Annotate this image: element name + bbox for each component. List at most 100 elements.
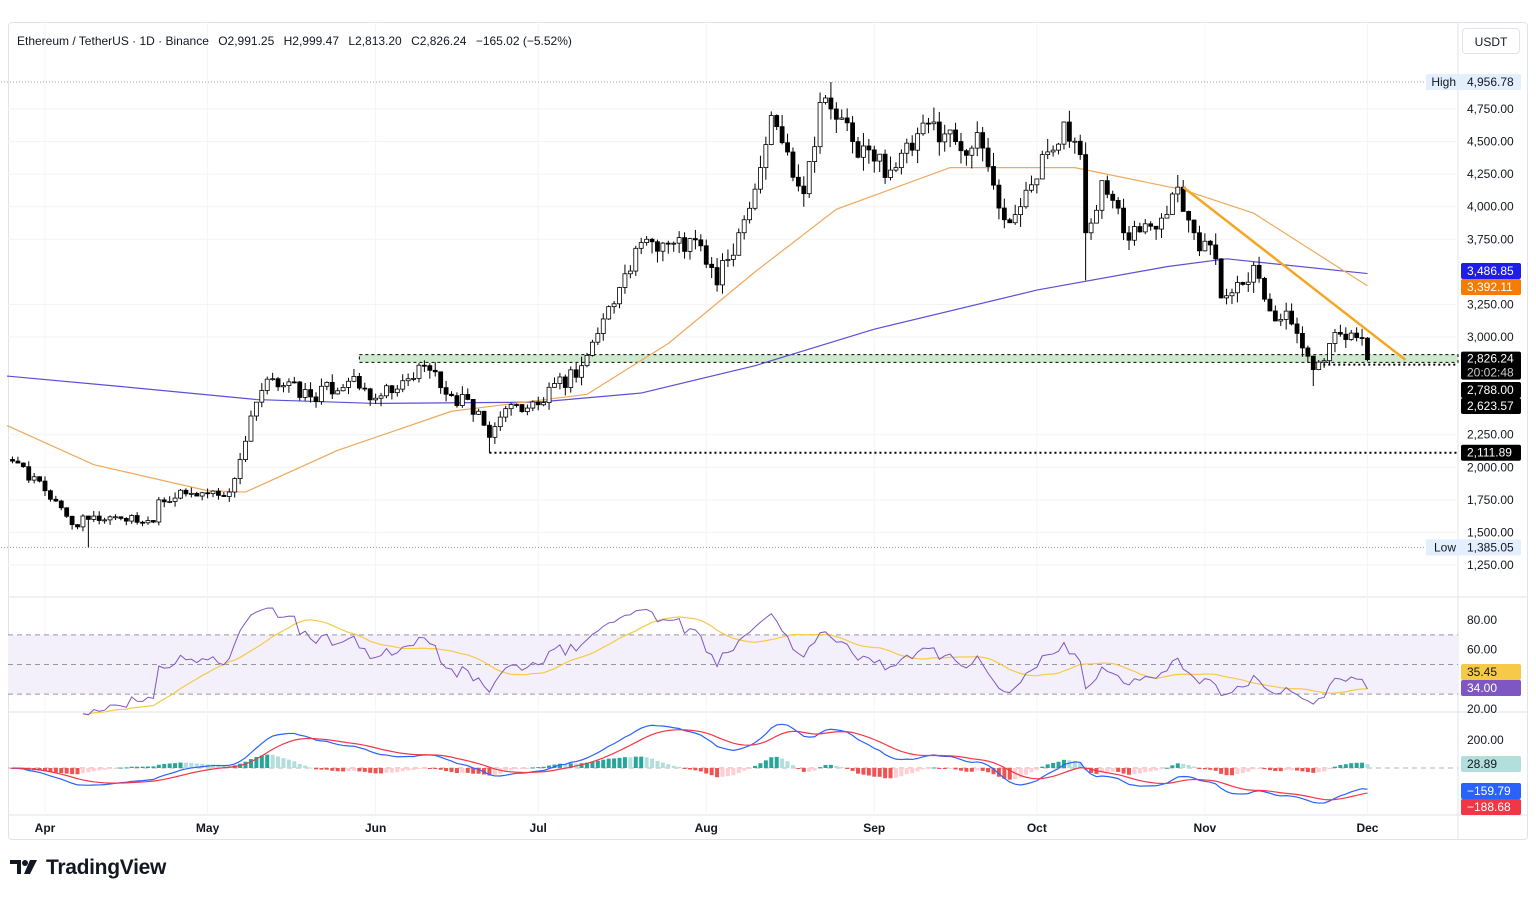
price-tick-label: 1,500.00 <box>1467 525 1514 539</box>
candle <box>465 394 471 400</box>
macd-histogram-bar <box>1284 768 1289 771</box>
macd-histogram-bar <box>1343 764 1348 768</box>
macd-histogram-bar <box>373 768 378 774</box>
macd-histogram-bar <box>655 760 660 768</box>
candle <box>113 516 118 519</box>
candle <box>600 318 606 334</box>
candle <box>1245 281 1251 285</box>
candle <box>58 500 64 509</box>
candle <box>1121 207 1126 234</box>
candle <box>752 188 758 209</box>
candle <box>449 393 454 397</box>
macd-histogram-bar <box>633 756 638 768</box>
price-badge: 4,956.78 <box>1467 75 1514 89</box>
candle <box>915 133 921 151</box>
macd-histogram-bar <box>243 761 248 768</box>
macd-histogram-bar <box>1360 762 1365 768</box>
candle <box>942 133 948 143</box>
candle <box>346 380 351 388</box>
candle <box>1180 186 1186 212</box>
time-tick-label: Jul <box>530 821 547 835</box>
macd-histogram-bar <box>1132 768 1137 775</box>
candle <box>660 242 666 252</box>
candle <box>188 492 194 495</box>
tradingview-logo[interactable]: TradingView <box>10 856 166 880</box>
candle <box>709 263 715 268</box>
macd-histogram-bar <box>460 768 465 773</box>
candle <box>438 371 444 389</box>
candle <box>400 380 406 390</box>
candle <box>1023 189 1029 208</box>
price-tick-label: 1,750.00 <box>1467 493 1514 507</box>
candle <box>324 381 330 387</box>
candle <box>1300 333 1305 349</box>
candle <box>487 424 492 438</box>
time-tick-label: Apr <box>35 821 56 835</box>
candle <box>1039 154 1045 180</box>
price-badge-bg <box>1461 382 1521 398</box>
macd-histogram-bar <box>503 768 508 772</box>
candle <box>1354 332 1360 338</box>
candle <box>140 521 145 524</box>
candle <box>1186 211 1192 221</box>
macd-histogram-bar <box>254 757 259 768</box>
candle <box>785 142 790 153</box>
candle <box>476 410 482 415</box>
macd-histogram-bar <box>650 758 655 768</box>
macd-histogram-bar <box>1007 768 1012 780</box>
candle <box>926 122 931 125</box>
symbol-title[interactable]: Ethereum / TetherUS · 1D · Binance <box>17 34 209 48</box>
candle <box>1169 193 1175 215</box>
macd-histogram-bar <box>70 768 75 775</box>
candle <box>774 115 780 128</box>
macd-histogram-bar <box>1354 762 1359 768</box>
macd-histogram-bar <box>1327 768 1332 770</box>
price-tick-label: 2,250.00 <box>1467 428 1514 442</box>
macd-histogram-bar <box>519 768 524 769</box>
macd-histogram-bar <box>715 768 720 778</box>
candle <box>243 440 248 460</box>
macd-histogram-bar <box>801 768 806 772</box>
macd-histogram-bar <box>1078 762 1083 768</box>
macd-histogram-bar <box>454 768 459 774</box>
macd-histogram-bar <box>1316 768 1321 773</box>
candle <box>492 426 498 438</box>
macd-histogram-bar <box>807 768 812 772</box>
candle <box>1126 232 1132 241</box>
macd-histogram-bar <box>747 768 752 769</box>
candle <box>1289 310 1294 325</box>
macd-value-badge: −159.79 <box>1467 784 1511 798</box>
candle <box>1240 282 1246 285</box>
candle <box>638 242 644 249</box>
candle <box>107 516 113 521</box>
macd-histogram-bar <box>514 768 519 770</box>
macd-histogram-bar <box>330 768 335 771</box>
macd-histogram-bar <box>351 768 356 771</box>
macd-histogram-bar <box>492 768 497 775</box>
macd-histogram-bar <box>135 766 140 768</box>
macd-histogram-bar <box>850 768 855 771</box>
candle <box>1337 332 1343 335</box>
macd-histogram-bar <box>1024 768 1029 775</box>
macd-histogram-bar <box>1089 768 1094 773</box>
macd-histogram-bar <box>1105 768 1110 772</box>
macd-histogram-bar <box>145 766 150 768</box>
candle <box>557 376 563 384</box>
macd-histogram-bar <box>590 761 595 768</box>
candle <box>1088 222 1094 234</box>
candle <box>1001 207 1007 221</box>
candle <box>281 385 286 388</box>
candle <box>1348 332 1354 340</box>
macd-histogram-bar <box>1240 768 1245 774</box>
last-price-badge: 2,826.24 <box>1467 352 1514 366</box>
candle <box>508 404 514 410</box>
candle <box>48 490 53 500</box>
price-badge-bg <box>1461 74 1521 91</box>
candle <box>1321 360 1327 363</box>
currency-button[interactable]: USDT <box>1462 28 1520 54</box>
macd-histogram-bar <box>48 768 53 773</box>
candle <box>1056 143 1061 151</box>
price-badge: 2,788.00 <box>1467 383 1514 397</box>
candle <box>42 480 48 492</box>
